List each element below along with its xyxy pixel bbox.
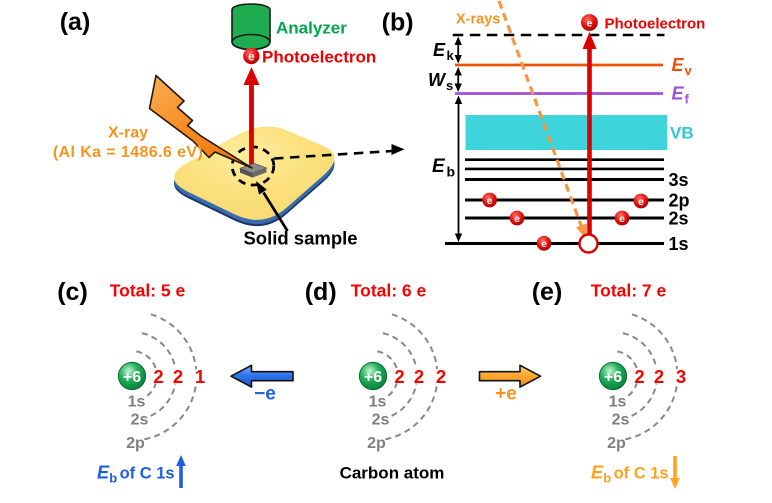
svg-text:(a): (a) xyxy=(60,8,91,36)
svg-text:(e): (e) xyxy=(532,278,563,306)
svg-text:e: e xyxy=(487,195,493,207)
svg-text:k: k xyxy=(447,48,455,63)
svg-text:e: e xyxy=(514,213,520,225)
svg-text:3s: 3s xyxy=(669,170,689,190)
svg-text:2p: 2p xyxy=(669,191,690,211)
svg-text:E: E xyxy=(591,463,604,483)
svg-text:2: 2 xyxy=(394,366,404,387)
svg-text:(Al Ka = 1486.6 eV): (Al Ka = 1486.6 eV) xyxy=(53,144,203,161)
svg-text:+6: +6 xyxy=(123,369,141,386)
svg-text:b: b xyxy=(447,164,456,180)
svg-text:Solid sample: Solid sample xyxy=(243,228,357,249)
svg-text:Photoelectron: Photoelectron xyxy=(605,15,706,32)
svg-text:E: E xyxy=(672,84,685,104)
svg-text:(b): (b) xyxy=(382,9,414,37)
svg-text:2: 2 xyxy=(654,366,664,387)
svg-text:E: E xyxy=(672,55,685,75)
svg-text:3: 3 xyxy=(676,366,686,387)
svg-text:2s: 2s xyxy=(131,412,149,429)
svg-text:2: 2 xyxy=(153,366,163,387)
svg-text:Total: 7 e: Total: 7 e xyxy=(591,281,667,301)
svg-text:+6: +6 xyxy=(364,369,382,386)
svg-text:f: f xyxy=(685,92,690,107)
svg-text:2p: 2p xyxy=(607,435,626,452)
svg-text:X-ray: X-ray xyxy=(108,125,148,142)
svg-text:e: e xyxy=(586,18,592,30)
svg-text:Carbon atom: Carbon atom xyxy=(340,464,445,483)
svg-text:E: E xyxy=(97,463,110,483)
svg-text:b: b xyxy=(109,471,117,486)
svg-text:1s: 1s xyxy=(669,234,689,254)
svg-text:e: e xyxy=(248,49,255,63)
svg-text:1: 1 xyxy=(195,366,205,387)
svg-text:2s: 2s xyxy=(612,412,630,429)
svg-text:+6: +6 xyxy=(604,369,622,386)
svg-text:e: e xyxy=(541,238,547,250)
svg-text:−e: −e xyxy=(254,384,276,405)
svg-text:VB: VB xyxy=(670,124,694,143)
svg-text:e: e xyxy=(638,196,644,208)
svg-text:of C 1s: of C 1s xyxy=(120,465,175,483)
svg-text:(d): (d) xyxy=(305,278,337,306)
svg-text:1s: 1s xyxy=(369,394,387,411)
svg-text:Total: 5 e: Total: 5 e xyxy=(110,281,186,301)
svg-text:2: 2 xyxy=(173,366,183,387)
svg-text:2: 2 xyxy=(414,366,424,387)
svg-text:2s: 2s xyxy=(372,412,390,429)
svg-text:2p: 2p xyxy=(126,435,145,452)
svg-text:v: v xyxy=(685,63,693,78)
svg-text:of C 1s: of C 1s xyxy=(614,465,669,483)
svg-text:2p: 2p xyxy=(367,435,386,452)
svg-text:1s: 1s xyxy=(609,394,627,411)
svg-text:2: 2 xyxy=(436,366,446,387)
svg-text:X-rays: X-rays xyxy=(456,12,500,28)
svg-text:W: W xyxy=(428,70,447,90)
svg-text:E: E xyxy=(432,156,446,177)
svg-text:2s: 2s xyxy=(669,209,689,229)
svg-text:(c): (c) xyxy=(57,278,88,306)
svg-text:Analyzer: Analyzer xyxy=(276,19,347,38)
svg-text:1s: 1s xyxy=(128,394,146,411)
svg-text:2: 2 xyxy=(634,366,644,387)
svg-text:E: E xyxy=(433,40,446,60)
svg-text:s: s xyxy=(446,78,453,93)
svg-text:Total: 6 e: Total: 6 e xyxy=(351,281,427,301)
svg-text:+e: +e xyxy=(495,384,517,405)
svg-text:b: b xyxy=(603,471,611,486)
svg-text:e: e xyxy=(619,213,625,225)
svg-text:Photoelectron: Photoelectron xyxy=(262,48,376,67)
